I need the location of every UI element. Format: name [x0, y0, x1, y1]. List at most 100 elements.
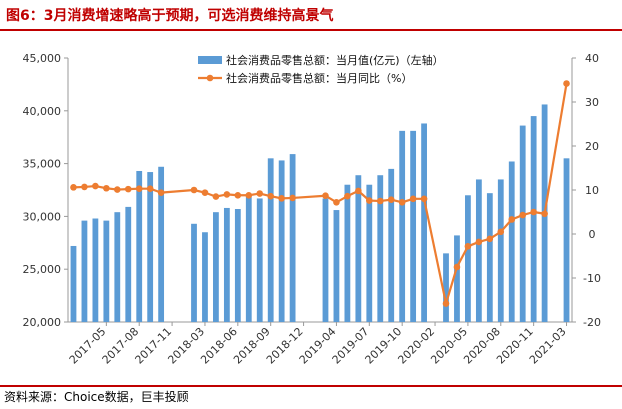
right-axis-tick-label: 0 — [589, 228, 596, 241]
point-yoy-growth — [420, 195, 428, 203]
left-axis-tick-label: 40,000 — [23, 105, 62, 118]
point-yoy-growth — [563, 80, 570, 87]
point-yoy-growth — [355, 187, 362, 195]
bar-retail-sales — [388, 168, 395, 322]
left-axis-tick-label: 20,000 — [23, 316, 62, 329]
point-yoy-growth — [92, 182, 99, 190]
bar-retail-sales — [103, 220, 110, 322]
point-yoy-growth — [135, 185, 143, 192]
bar-retail-sales — [70, 245, 77, 322]
source-divider — [0, 385, 622, 387]
point-yoy-growth — [344, 192, 351, 200]
point-yoy-growth — [212, 193, 220, 200]
bar-retail-sales — [519, 125, 526, 322]
point-yoy-growth — [387, 196, 395, 203]
chart-canvas: 20,000 25,000 30,000 35,000 40,000 45,000 -20 -… — [23, 52, 601, 367]
bar-retail-sales — [245, 194, 252, 322]
bar-retail-sales — [399, 130, 406, 322]
bar-retail-sales — [508, 161, 515, 322]
legend-bar-swatch — [198, 56, 222, 64]
point-yoy-growth — [519, 211, 526, 219]
bar-retail-sales — [333, 210, 340, 322]
left-axis-tick-label: 25,000 — [23, 263, 62, 276]
bar-retail-sales — [278, 160, 285, 322]
point-yoy-growth — [201, 189, 209, 196]
right-axis-tick-label: 30 — [585, 96, 599, 109]
bar-retail-sales — [344, 184, 351, 322]
point-yoy-growth — [366, 197, 373, 204]
right-axis-tick-label: -20 — [583, 316, 601, 329]
bar-retail-sales — [267, 158, 274, 322]
legend-line-label: 社会消费品零售总额：当月同比（%） — [226, 71, 412, 85]
point-yoy-growth — [124, 185, 132, 193]
point-yoy-growth — [442, 300, 450, 307]
bar-retail-sales — [530, 116, 537, 322]
left-axis-tick-label: 45,000 — [23, 52, 62, 65]
bar-retail-sales — [366, 184, 373, 322]
title-divider — [0, 29, 622, 31]
point-yoy-growth — [322, 192, 329, 200]
point-yoy-growth — [70, 184, 77, 191]
point-yoy-growth — [146, 185, 154, 192]
bar-retail-sales — [213, 212, 219, 322]
left-axis-tick-label: 35,000 — [23, 158, 62, 171]
point-yoy-growth — [475, 238, 483, 246]
bar-retail-sales — [202, 232, 208, 322]
bar-retail-sales — [421, 123, 427, 322]
point-yoy-growth — [453, 263, 461, 271]
point-yoy-growth — [267, 192, 275, 200]
bar-retail-sales — [475, 179, 482, 322]
point-yoy-growth — [234, 191, 242, 199]
legend-line-marker — [206, 74, 214, 82]
chart-title: 图6：3月消费增速略高于预期，可选消费维持高景气 — [6, 8, 334, 24]
point-yoy-growth — [398, 199, 406, 206]
point-yoy-growth — [278, 195, 285, 202]
bar-retail-sales — [355, 175, 362, 322]
point-yoy-growth — [190, 186, 198, 194]
right-axis-tick-label: 40 — [585, 52, 599, 65]
bar-retail-sales — [289, 154, 296, 322]
point-yoy-growth — [333, 199, 340, 206]
point-yoy-growth — [157, 189, 165, 196]
point-yoy-growth — [541, 210, 548, 218]
bar-retail-sales — [497, 179, 504, 322]
point-yoy-growth — [508, 216, 516, 223]
point-yoy-growth — [409, 195, 417, 203]
bar-retail-sales — [256, 198, 263, 322]
point-yoy-growth — [486, 235, 494, 243]
bar-retail-sales — [454, 235, 460, 322]
right-axis-tick-label: 10 — [585, 184, 599, 197]
bar-retail-sales — [377, 175, 384, 322]
point-yoy-growth — [103, 184, 110, 192]
right-axis-tick-label: -10 — [583, 272, 601, 285]
bar-retail-sales — [125, 206, 132, 322]
point-yoy-growth — [530, 208, 537, 216]
bar-retail-sales — [486, 193, 493, 322]
line-yoy-growth — [73, 83, 568, 305]
point-yoy-growth — [81, 183, 88, 191]
bar-retail-sales — [136, 170, 143, 322]
bar-retail-sales — [322, 198, 329, 322]
bar-retail-sales — [191, 223, 197, 322]
bar-retail-sales — [92, 218, 99, 322]
point-yoy-growth — [245, 191, 253, 199]
bar-retail-sales — [158, 166, 165, 322]
bar-retail-sales — [114, 212, 121, 322]
bar-retail-sales — [147, 172, 154, 322]
point-yoy-growth — [114, 186, 121, 193]
point-yoy-growth — [223, 191, 231, 198]
bar-retail-sales — [81, 220, 88, 322]
bar-retail-sales — [234, 209, 241, 322]
bar-retail-sales — [410, 130, 417, 322]
x-axis-tick-label: 2021-03 — [527, 325, 569, 367]
right-axis-tick-label: 20 — [585, 140, 599, 153]
left-axis-tick-label: 30,000 — [23, 210, 62, 223]
source-note: 资料来源：Choice数据，巨丰投顾 — [4, 390, 189, 404]
bar-retail-sales — [223, 207, 230, 322]
point-yoy-growth — [376, 197, 384, 205]
bar-retail-sales — [563, 158, 570, 322]
point-yoy-growth — [256, 190, 264, 197]
point-yoy-growth — [289, 194, 296, 202]
bar-retail-sales — [465, 195, 471, 322]
bar-retail-sales — [443, 253, 449, 322]
